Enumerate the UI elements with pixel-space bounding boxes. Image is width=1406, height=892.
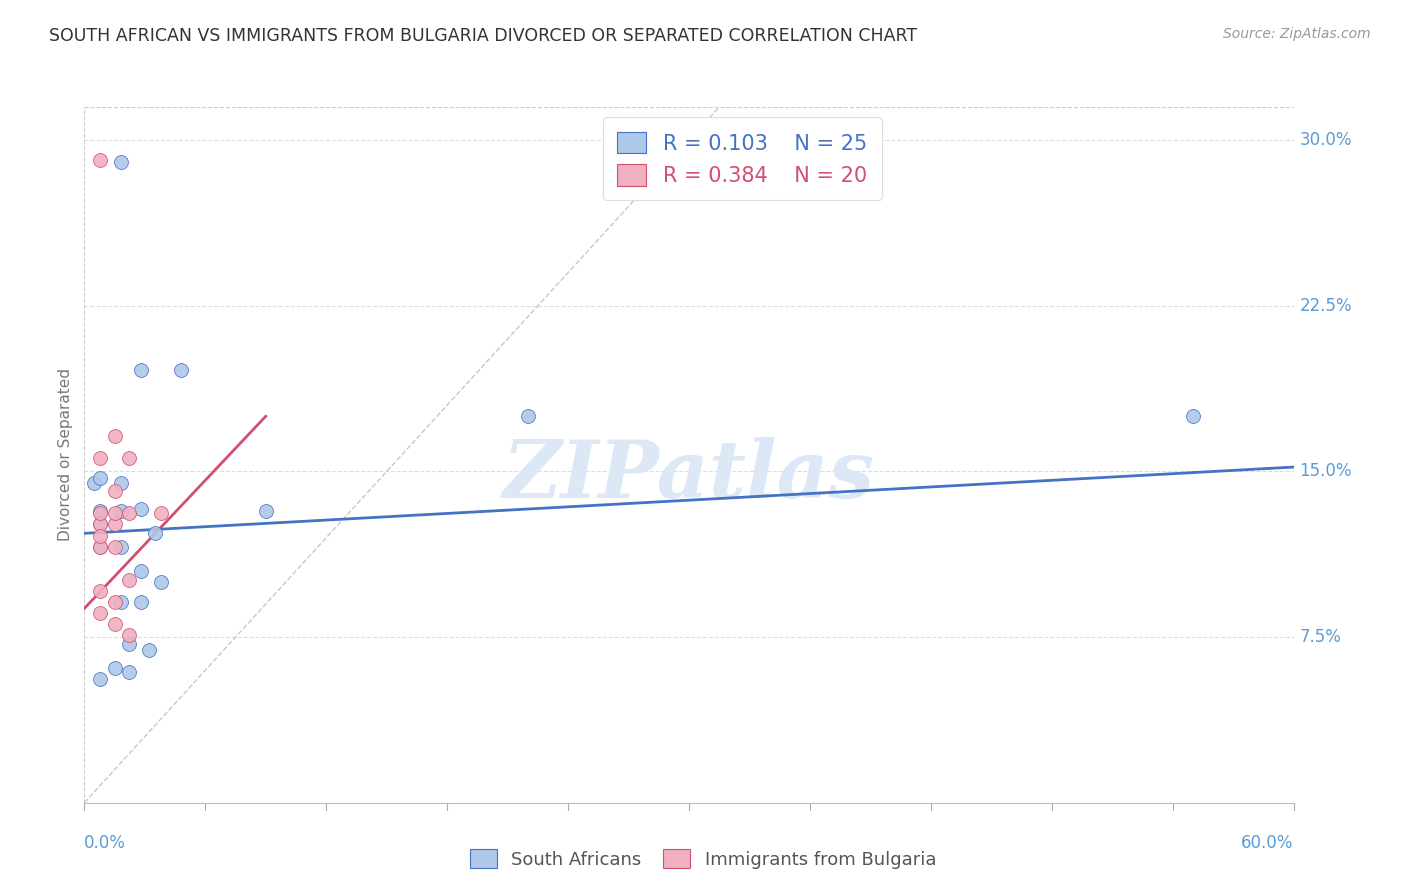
Point [89,471,111,485]
Point [129,564,152,578]
Text: Source: ZipAtlas.com: Source: ZipAtlas.com [1223,27,1371,41]
Point [110,475,132,490]
Point [104,517,127,532]
Point [89,517,111,532]
Point [149,574,172,589]
Text: ZIPatlas: ZIPatlas [503,437,875,515]
Legend: South Africans, Immigrants from Bulgaria: South Africans, Immigrants from Bulgaria [463,842,943,876]
Point [170,363,193,377]
Text: 7.5%: 7.5% [1299,628,1341,646]
Point [118,573,141,587]
Point [254,504,277,518]
Point [143,526,166,541]
Point [129,595,152,609]
Point [89,583,111,598]
Point [89,507,111,521]
Point [104,540,127,554]
Legend: R = 0.103    N = 25, R = 0.384    N = 20: R = 0.103 N = 25, R = 0.384 N = 20 [603,118,882,201]
Text: 15.0%: 15.0% [1299,462,1353,481]
Point [104,484,127,499]
Point [516,409,538,424]
Text: 0.0%: 0.0% [84,834,127,852]
Point [118,637,141,651]
Point [89,451,111,466]
Text: 30.0%: 30.0% [1299,131,1353,149]
Point [89,153,111,167]
Point [110,540,132,554]
Point [89,606,111,620]
Point [89,672,111,686]
Text: SOUTH AFRICAN VS IMMIGRANTS FROM BULGARIA DIVORCED OR SEPARATED CORRELATION CHAR: SOUTH AFRICAN VS IMMIGRANTS FROM BULGARI… [49,27,917,45]
Point [149,507,172,521]
Point [129,502,152,516]
Point [118,628,141,642]
Point [104,429,127,443]
Point [104,616,127,631]
Point [89,504,111,518]
Point [83,475,105,490]
Point [110,504,132,518]
Point [1181,409,1204,424]
Point [138,643,160,657]
Point [129,363,152,377]
Point [89,528,111,542]
Point [89,517,111,532]
Point [89,540,111,554]
Point [89,540,111,554]
Point [104,507,127,521]
Point [110,155,132,169]
Point [104,661,127,675]
Text: 22.5%: 22.5% [1299,297,1353,315]
Point [118,507,141,521]
Y-axis label: Divorced or Separated: Divorced or Separated [58,368,73,541]
Point [118,665,141,680]
Point [110,595,132,609]
Point [104,595,127,609]
Point [118,451,141,466]
Text: 60.0%: 60.0% [1241,834,1294,852]
